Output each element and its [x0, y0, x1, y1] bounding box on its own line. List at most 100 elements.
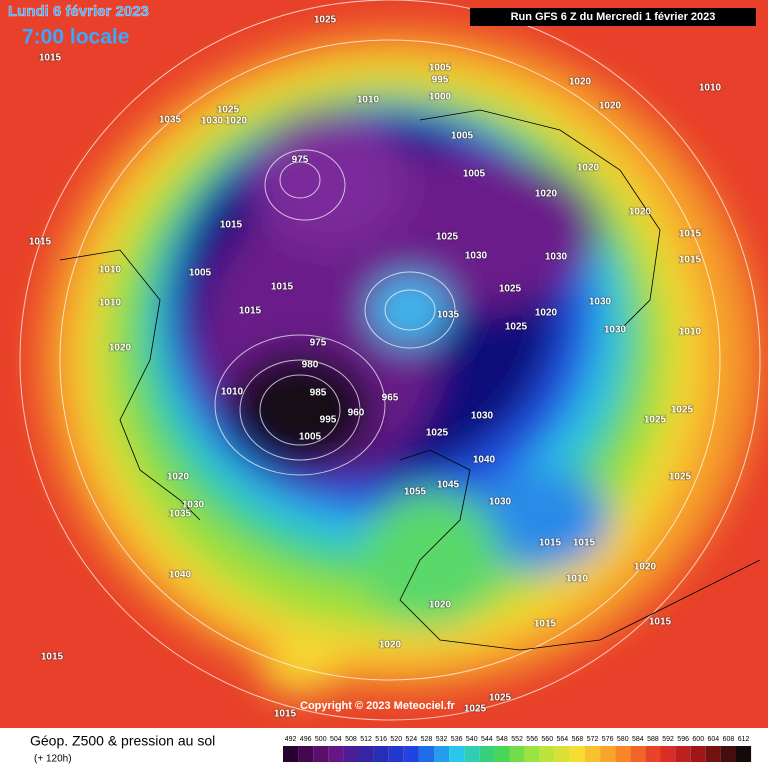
- pressure-label: 975: [292, 155, 309, 166]
- scale-label: 568: [572, 736, 584, 743]
- pressure-label: 1005: [429, 63, 452, 74]
- scale-label: 496: [300, 736, 312, 743]
- pressure-label: 1010: [221, 387, 244, 398]
- scale-swatch: [509, 746, 525, 762]
- pressure-label: 980: [302, 360, 319, 371]
- coastlines: [59, 109, 761, 651]
- pressure-label: 1020: [429, 600, 452, 611]
- pressure-label: 1020: [569, 77, 592, 88]
- pressure-label: 1015: [41, 652, 64, 663]
- pressure-label: 1020: [634, 562, 657, 573]
- pressure-label: 1015: [649, 617, 672, 628]
- scale-swatch: [388, 746, 404, 762]
- pressure-label: 1030: [545, 252, 568, 263]
- scale-label: 560: [541, 736, 553, 743]
- scale-label: 528: [421, 736, 433, 743]
- pressure-label: 1015: [573, 538, 596, 549]
- pressure-label: 1035: [437, 310, 460, 321]
- scale-swatch: [736, 746, 752, 762]
- scale-label: 612: [738, 736, 750, 743]
- copyright: Copyright © 2023 Meteociel.fr: [300, 700, 456, 712]
- scale-label: 520: [390, 736, 402, 743]
- scale-label: 608: [723, 736, 735, 743]
- pressure-label: 1030: [604, 325, 627, 336]
- scale-swatch: [373, 746, 389, 762]
- color-scale: 492 496 500 504 508 512 516 520 524 528 532 536 540 5…: [283, 736, 752, 762]
- pressure-label: 1030: [465, 251, 488, 262]
- scale-label: 500: [315, 736, 327, 743]
- scale-label: 604: [708, 736, 720, 743]
- pressure-label: 1015: [39, 53, 62, 64]
- scale-swatch: [313, 746, 329, 762]
- scale-swatch: [449, 746, 465, 762]
- pressure-label: 1030: [201, 116, 224, 127]
- pressure-label: 1015: [679, 255, 702, 266]
- pressure-label: 1035: [159, 115, 182, 126]
- pressure-label: 1025: [464, 704, 487, 715]
- scale-swatch: [569, 746, 585, 762]
- pressure-label: 1025: [499, 284, 522, 295]
- scale-swatch: [660, 746, 676, 762]
- pressure-label: 1035: [169, 509, 192, 520]
- pressure-label: 965: [382, 393, 399, 404]
- pressure-label: 1010: [99, 265, 122, 276]
- pressure-label: 1025: [669, 472, 692, 483]
- pressure-label: 960: [348, 408, 365, 419]
- scale-swatch: [358, 746, 374, 762]
- pressure-label: 1010: [99, 298, 122, 309]
- pressure-label: 1040: [169, 570, 192, 581]
- pressure-label: 995: [432, 75, 449, 86]
- scale-label: 592: [662, 736, 674, 743]
- pressure-label: 1005: [463, 169, 486, 180]
- scale-swatch: [600, 746, 616, 762]
- pressure-label: 1025: [217, 105, 240, 116]
- pressure-label: 1015: [29, 237, 52, 248]
- pressure-label: 1020: [225, 116, 248, 127]
- scale-label: 492: [285, 736, 297, 743]
- scale-label: 584: [632, 736, 644, 743]
- scale-label: 564: [557, 736, 569, 743]
- scale-label: 600: [692, 736, 704, 743]
- scale-swatch: [328, 746, 344, 762]
- pressure-label: 1030: [471, 411, 494, 422]
- scale-swatch: [403, 746, 419, 762]
- pressure-label: 1025: [426, 428, 449, 439]
- pressure-label: 1020: [379, 640, 402, 651]
- scale-label: 576: [602, 736, 614, 743]
- scale-label: 504: [330, 736, 342, 743]
- scale-swatch: [720, 746, 736, 762]
- pressure-label: 1015: [220, 220, 243, 231]
- scale-swatch: [554, 746, 570, 762]
- scale-swatch: [298, 746, 314, 762]
- scale-label: 536: [451, 736, 463, 743]
- pressure-label: 1025: [436, 232, 459, 243]
- scale-swatch: [434, 746, 450, 762]
- pressure-label: 975: [310, 338, 327, 349]
- scale-swatch: [690, 746, 706, 762]
- legend-title: Géop. Z500 & pression au sol: [30, 733, 215, 749]
- pressure-label: 1010: [357, 95, 380, 106]
- pressure-label: 1015: [271, 282, 294, 293]
- pressure-label: 1015: [679, 229, 702, 240]
- scale-label: 548: [496, 736, 508, 743]
- scale-label: 512: [360, 736, 372, 743]
- pressure-label: 1005: [189, 268, 212, 279]
- pressure-label: 1020: [629, 207, 652, 218]
- pressure-label: 1015: [274, 709, 297, 720]
- scale-swatch: [494, 746, 510, 762]
- pressure-label: 995: [320, 415, 337, 426]
- pressure-label: 1025: [314, 15, 337, 26]
- pressure-label: 1030: [589, 297, 612, 308]
- scale-swatch: [675, 746, 691, 762]
- scale-swatch: [524, 746, 540, 762]
- pressure-label: 1015: [239, 306, 262, 317]
- run-info: Run GFS 6 Z du Mercredi 1 février 2023: [511, 11, 716, 23]
- scale-label: 540: [466, 736, 478, 743]
- pressure-label: 1040: [473, 455, 496, 466]
- scale-label: 572: [587, 736, 599, 743]
- pressure-label: 1005: [451, 131, 474, 142]
- pressure-label: 1025: [505, 322, 528, 333]
